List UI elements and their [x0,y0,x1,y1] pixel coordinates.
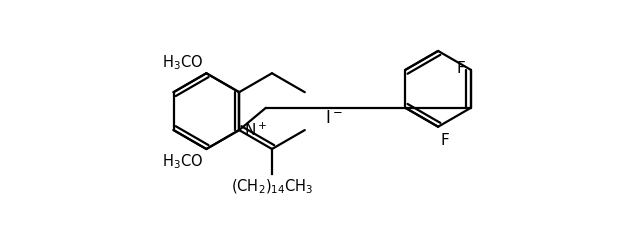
Text: I$^-$: I$^-$ [325,108,343,126]
Text: (CH$_2$)$_{14}$CH$_3$: (CH$_2$)$_{14}$CH$_3$ [231,177,313,195]
Text: H$_3$CO: H$_3$CO [162,53,203,72]
Text: H$_3$CO: H$_3$CO [162,152,203,170]
Text: F: F [457,61,465,76]
Text: F: F [440,132,449,148]
Text: N$^+$: N$^+$ [244,121,267,138]
